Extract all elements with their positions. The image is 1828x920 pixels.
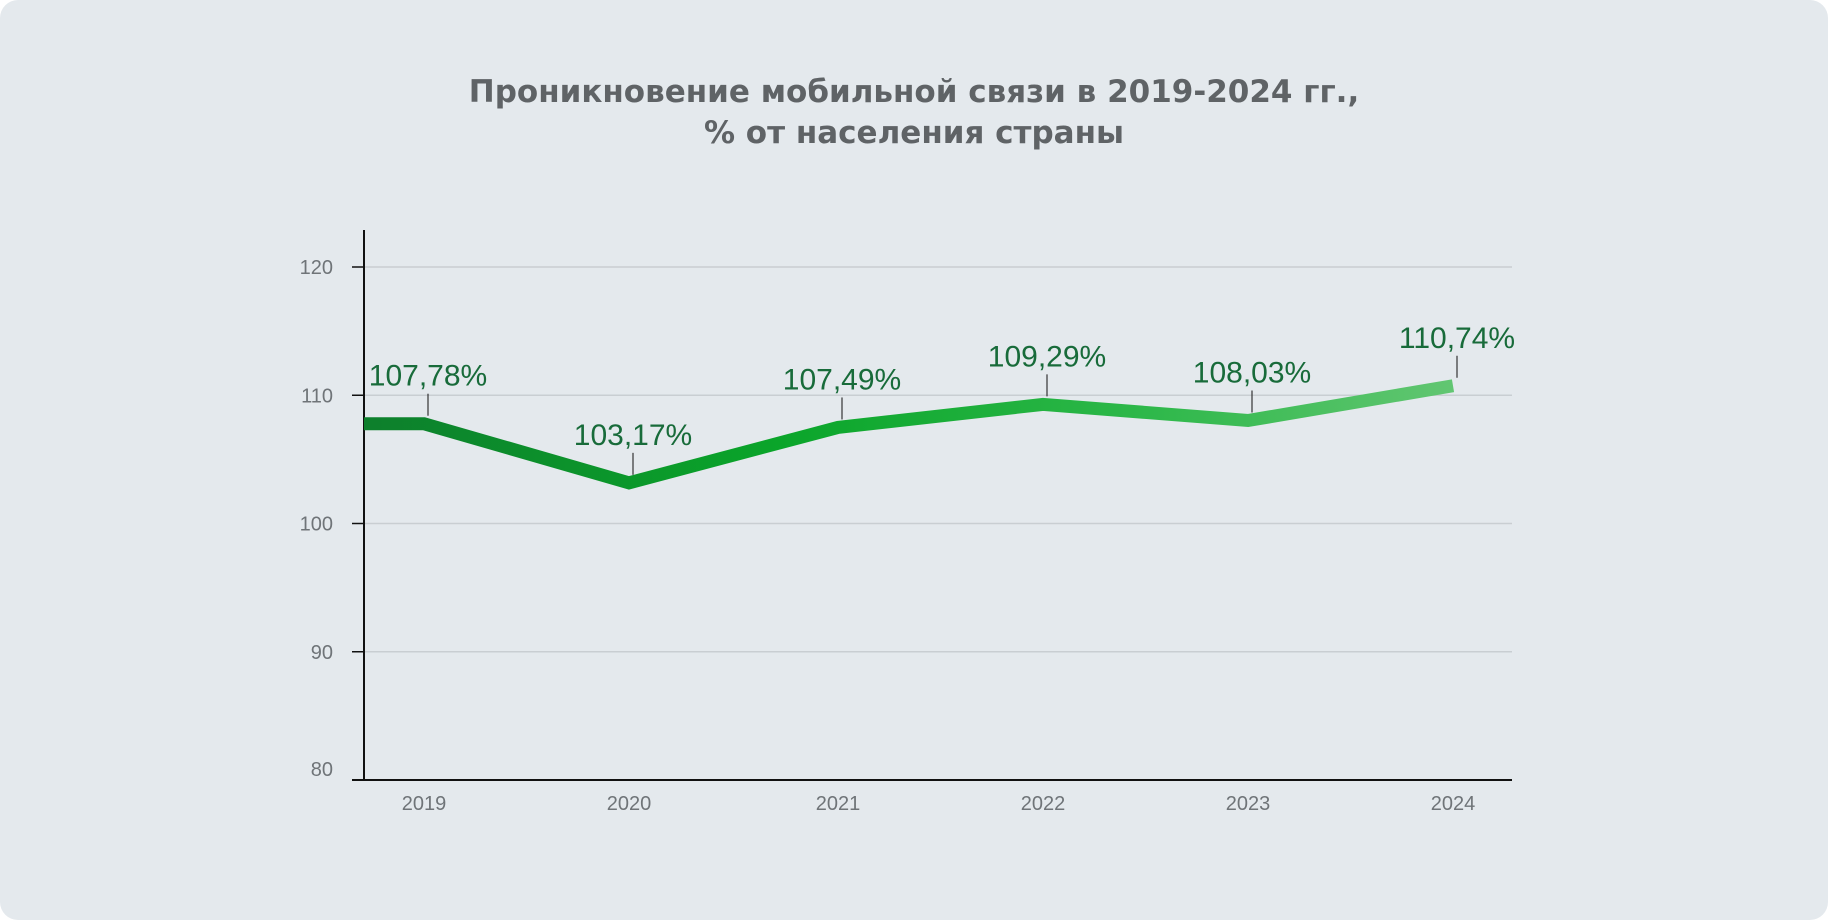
chart-title-line-2: % от населения страны (703, 115, 1125, 151)
y-tick-label-100: 100 (300, 514, 333, 536)
series-line (364, 379, 1455, 490)
x-tick-label-2021: 2021 (816, 793, 861, 815)
gridlines (364, 266, 1512, 653)
y-tick-label-80: 80 (311, 759, 333, 781)
data-label-2022: 109,29% (988, 340, 1106, 373)
data-label-2021: 107,49% (783, 363, 901, 396)
chart-title: Проникновение мобильной связи в 2019-202… (0, 72, 1828, 154)
chart-title-line-1: Проникновение мобильной связи в 2019-202… (468, 74, 1360, 110)
y-tick-label-120: 120 (300, 257, 333, 279)
data-label-2023: 108,03% (1193, 357, 1311, 390)
x-tick-label-2022: 2022 (1021, 793, 1066, 815)
data-label-2024: 110,74% (1399, 322, 1515, 355)
x-tick-label-2024: 2024 (1431, 793, 1476, 815)
data-labels: 107,78% 103,17% 107,49% 109,29% 108,03% 110,7… (369, 322, 1515, 475)
data-label-2019: 107,78% (369, 360, 487, 393)
x-tick-label-2019: 2019 (402, 793, 447, 815)
data-label-2020: 103,17% (574, 419, 692, 452)
y-axis: 80 90 100 110 120 (300, 230, 365, 781)
x-tick-label-2020: 2020 (607, 793, 652, 815)
x-tick-label-2023: 2023 (1226, 793, 1271, 815)
series-line-path (364, 379, 1455, 490)
y-tick-label-110: 110 (301, 385, 333, 407)
y-tick-label-90: 90 (311, 642, 333, 664)
x-axis: 2019 2020 2021 2022 2023 2024 (352, 779, 1512, 815)
